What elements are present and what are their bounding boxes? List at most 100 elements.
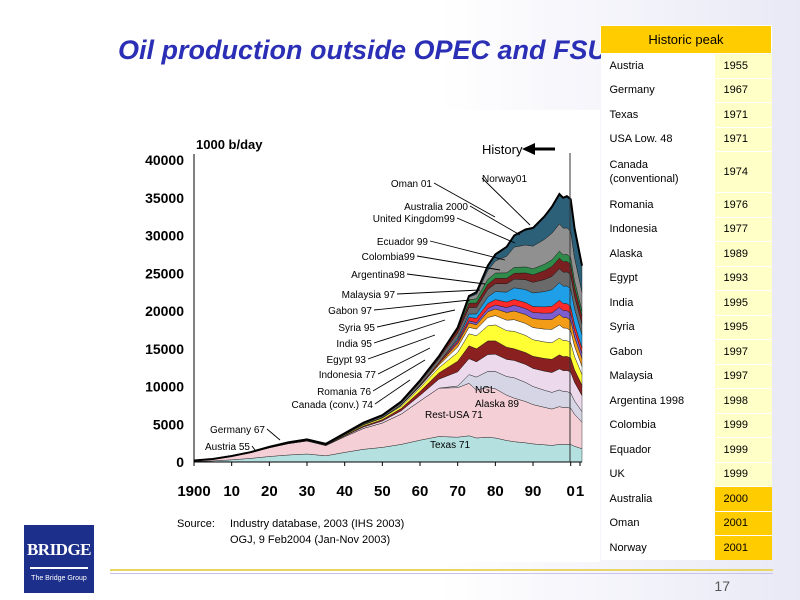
x-tick-label: 40 [336,483,353,500]
chart-svg: 0 5000 10000 15000 20000 25000 30000 35000 40000… [145,137,584,546]
year-cell: 1989 [714,241,772,266]
table-row: India 1995 [600,290,772,315]
annotation-label: Argentina98 [351,270,405,281]
country-cell: Romania [600,192,715,217]
country-cell: Oman [600,510,715,536]
year-cell: 1955 [714,53,772,78]
country-cell: Colombia [600,412,715,438]
table-row: Norway 2001 [600,535,772,560]
history-arrowhead [522,143,535,155]
country-cell: Indonesia [600,216,715,242]
x-tick-label: 50 [374,483,391,500]
year-cell: 1976 [714,192,772,217]
annotation-label: Malaysia 97 [342,290,396,301]
country-cell: Egypt [600,265,715,291]
annotation-leader [377,347,431,375]
x-tick-label: 0 [567,483,575,500]
table-row: Romania 1976 [600,192,772,217]
year-cell: 1974 [714,151,772,193]
annotation-label: India 95 [336,339,372,350]
y-axis-label: 1000 b/day [196,137,263,152]
year-cell: 1971 [714,102,772,127]
y-tick-label: 30000 [145,228,184,244]
y-tick-label: 5000 [153,416,184,432]
annotation-leader [406,273,486,285]
series-total-line [193,192,583,462]
year-cell: 1971 [714,126,772,152]
source-line: Industry database, 2003 (IHS 2003) [230,518,404,530]
table-row: Colombia 1999 [600,412,772,438]
year-cell: 1999 [714,461,772,487]
annotation-label: NGL [475,385,496,396]
x-tick-label: 30 [299,483,316,500]
table-header: Historic peak [600,25,772,54]
table-row: Texas 1971 [600,102,772,127]
annotation-leader [429,240,506,261]
table-body: Austria 1955 Germany 1967 Texas 1971 USA Low. … [600,53,772,560]
table-row: Germany 1967 [600,77,772,103]
country-cell: Gabon [600,339,715,364]
country-cell: Syria [600,314,715,340]
table-row: Egypt 1993 [600,265,772,291]
table-row: UK 1999 [600,461,772,487]
annotation-leader [266,428,281,441]
logo-subtext: The Bridge Group [31,575,87,582]
annotation-label: Romania 76 [317,387,371,398]
country-cell: Malaysia [600,363,715,389]
y-tick-label: 35000 [145,190,184,206]
annotation-label: Australia 2000 [404,202,468,213]
x-tick-label: 10 [223,483,240,500]
year-cell: 1995 [714,314,772,340]
annotation-label: Alaska 89 [475,399,519,410]
source-label: Source: [177,518,215,530]
annotation-label: United Kingdom99 [373,214,456,225]
country-cell: Texas [600,102,715,127]
production-chart: 0 5000 10000 15000 20000 25000 30000 35000 40000… [110,110,600,562]
table-row: Alaska 1989 [600,241,772,266]
annotation-leader [373,319,446,344]
x-tick-label: 80 [487,483,504,500]
annotation-leader [469,205,521,236]
table-row: Canada (conventional) 1974 [600,151,772,193]
annotation-leader [374,379,411,405]
page-number: 17 [714,578,730,594]
annotation-leader [372,359,426,392]
annotation-label: Rest-USA 71 [425,410,483,421]
table-row: Austria 1955 [600,53,772,78]
country-cell: Equador [600,437,715,462]
table-row: Gabon 1997 [600,339,772,364]
country-cell: Australia [600,486,715,511]
source-line: OGJ, 9 Feb2004 (Jan-Nov 2003) [230,534,390,546]
annotation-leader [376,309,456,328]
annotation-leader [367,334,436,360]
annotation-leader [416,255,501,271]
table-row: Malaysia 1997 [600,363,772,389]
annotation-label: Gabon 97 [328,306,372,317]
year-cell: 1993 [714,265,772,291]
logo-text: BRIDGE [26,540,92,559]
country-cell: Norway [600,535,715,560]
year-cell: 1998 [714,388,772,413]
table-row: Australia 2000 [600,486,772,511]
y-tick-label: 40000 [145,152,184,168]
year-cell: 1999 [714,412,772,438]
x-tick-label: 60 [412,483,429,500]
country-cell: Argentina 1998 [600,388,715,413]
y-tick-label: 0 [176,454,184,470]
y-tick-label: 20000 [145,303,184,319]
table-row: Syria 1995 [600,314,772,340]
year-cell: 1967 [714,77,772,103]
slide-title: Oil production outside OPEC and FSU [118,35,608,65]
footer-rule-secondary [110,573,773,574]
year-cell: 2001 [714,510,772,536]
annotation-leader [481,177,531,226]
annotation-leader [456,217,516,244]
x-tick-label: 90 [525,483,542,500]
annotation-label: Texas 71 [430,440,470,451]
annotation-label: Norway01 [482,174,527,185]
year-cell: 1999 [714,437,772,462]
country-cell: Canada (conventional) [600,151,715,193]
annotation-label: Egypt 93 [327,355,367,366]
x-tick-label: 20 [261,483,278,500]
year-cell: 2000 [714,486,772,511]
